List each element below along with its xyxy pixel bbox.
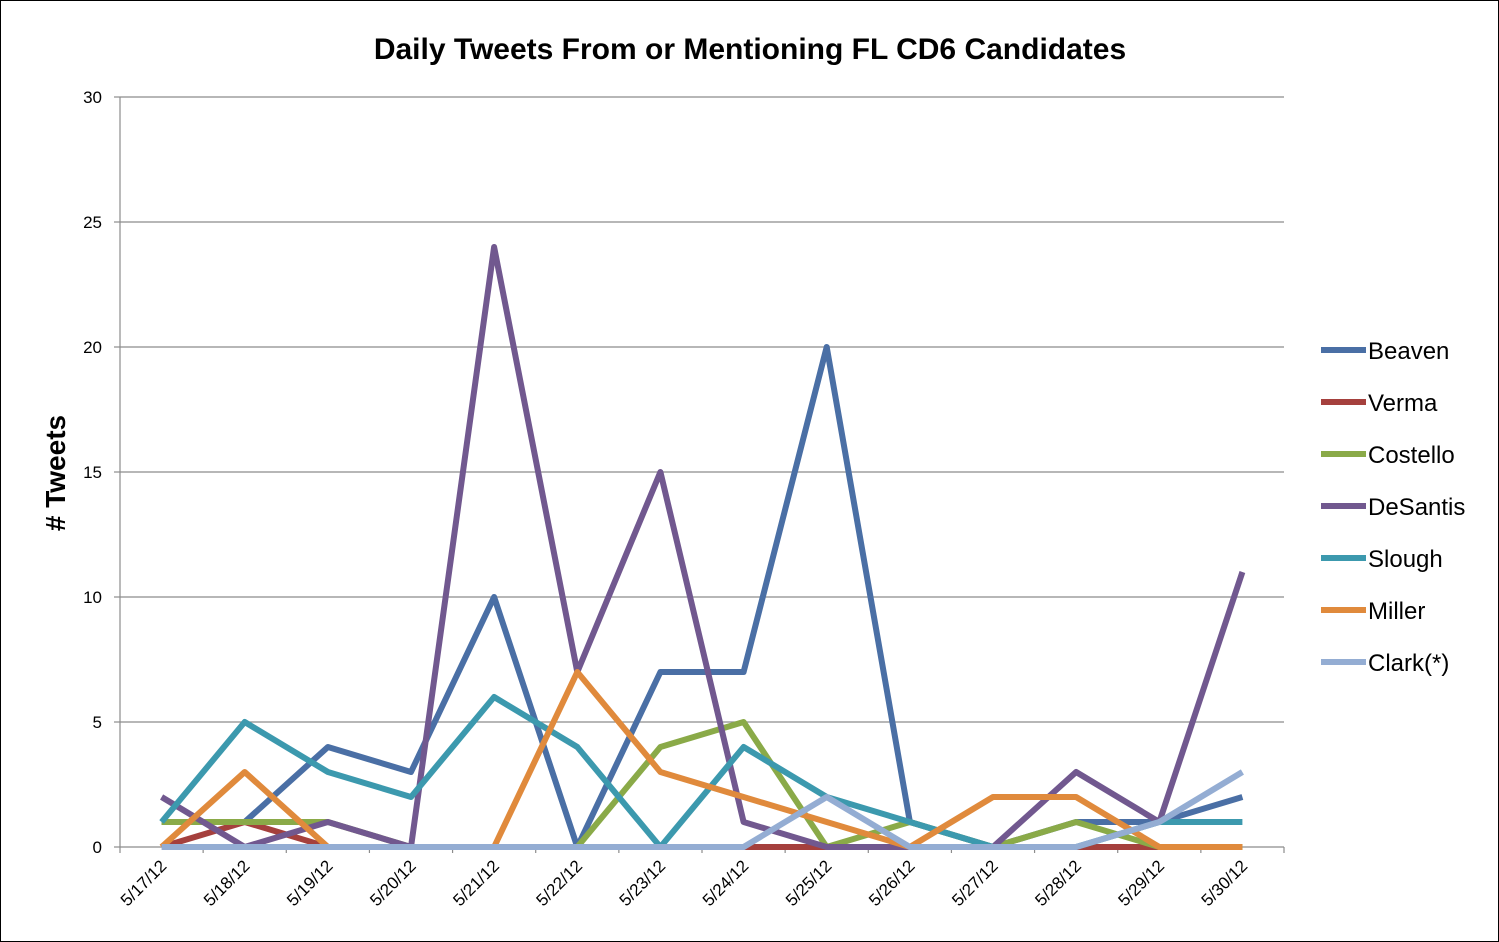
y-tick-label: 30 <box>83 88 102 107</box>
y-tick-label: 20 <box>83 338 102 357</box>
x-tick-label: 5/20/12 <box>366 856 420 910</box>
series-line-clark <box>161 769 1244 850</box>
x-tick-label: 5/27/12 <box>948 856 1002 910</box>
x-tick-label: 5/30/12 <box>1198 856 1252 910</box>
y-tick-labels: 0 5 10 15 20 25 30 <box>83 88 102 857</box>
series-lines <box>159 244 1246 850</box>
legend-label-miller: Miller <box>1368 598 1425 625</box>
x-tick-label: 5/19/12 <box>283 856 337 910</box>
x-tick-label: 5/23/12 <box>616 856 670 910</box>
x-tick-label: 5/21/12 <box>449 856 503 910</box>
legend-label-desantis: DeSantis <box>1368 494 1465 521</box>
x-tick-label: 5/28/12 <box>1031 856 1085 910</box>
legend-label-verma: Verma <box>1368 390 1438 417</box>
x-tick-label: 5/18/12 <box>200 856 254 910</box>
y-tick-label: 10 <box>83 588 102 607</box>
series-line-desantis <box>160 244 1246 850</box>
y-tick-label: 0 <box>93 838 102 857</box>
x-tick-label: 5/24/12 <box>699 856 753 910</box>
x-tick-label: 5/29/12 <box>1115 856 1169 910</box>
legend-label-beaven: Beaven <box>1368 338 1449 365</box>
axes <box>114 96 1285 853</box>
legend-label-clark: Clark(*) <box>1368 650 1449 677</box>
legend: Beaven Verma Costello DeSantis Slough Miller C… <box>1321 338 1465 677</box>
x-tick-labels: 5/17/12 5/18/12 5/19/12 5/20/12 5/21/12 5/22/… <box>117 856 1251 910</box>
legend-label-costello: Costello <box>1368 442 1455 469</box>
chart-title: Daily Tweets From or Mentioning FL CD6 C… <box>374 33 1126 66</box>
x-tick-label: 5/25/12 <box>782 856 836 910</box>
y-tick-label: 25 <box>83 213 102 232</box>
y-axis-label: # Tweets <box>40 415 71 531</box>
legend-label-slough: Slough <box>1368 546 1443 573</box>
y-tick-label: 5 <box>93 713 102 732</box>
x-tick-label: 5/17/12 <box>117 856 171 910</box>
x-tick-label: 5/26/12 <box>865 856 919 910</box>
y-tick-label: 15 <box>83 463 102 482</box>
gridlines <box>120 96 1284 723</box>
x-tick-label: 5/22/12 <box>533 856 587 910</box>
